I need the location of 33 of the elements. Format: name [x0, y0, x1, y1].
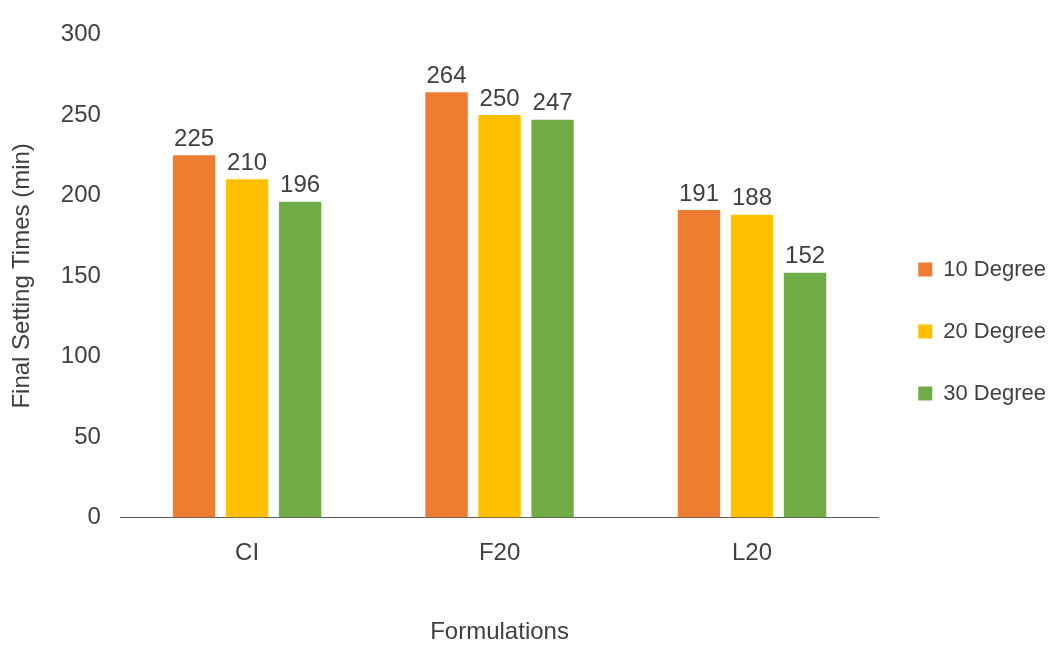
y-tick-label: 200: [60, 180, 101, 208]
bar: [225, 179, 269, 518]
bar: [730, 214, 774, 518]
bar: [478, 114, 521, 518]
bar: [172, 155, 216, 518]
bar: [677, 209, 721, 518]
x-tick-label: F20: [478, 538, 521, 566]
bar: [783, 272, 827, 518]
y-tick-label: 100: [60, 341, 101, 369]
data-label: 191: [678, 178, 720, 206]
y-tick-label: 0: [87, 502, 101, 530]
legend-label: 30 Degree: [943, 379, 1047, 405]
data-label: 152: [785, 241, 826, 269]
legend-label: 20 Degree: [943, 317, 1047, 343]
bar: [531, 119, 574, 518]
y-tick-label: 50: [74, 421, 101, 449]
y-tick-label: 250: [60, 99, 101, 127]
data-label: 247: [532, 88, 573, 116]
data-label: 196: [280, 170, 321, 198]
data-label: 188: [732, 183, 773, 211]
y-tick-label: 150: [60, 260, 101, 288]
data-label: 225: [174, 123, 215, 151]
x-tick-label: L20: [732, 538, 773, 566]
y-tick-label: 300: [60, 19, 101, 47]
legend-label: 10 Degree: [943, 255, 1047, 281]
y-axis-title: Final Setting Times (min): [7, 143, 35, 409]
data-label: 264: [426, 60, 467, 88]
bar: [425, 92, 468, 518]
x-axis-title: Formulations: [430, 617, 569, 645]
bar: [278, 201, 322, 518]
data-label: 210: [227, 147, 268, 175]
data-label: 250: [479, 83, 520, 111]
x-tick-label: CI: [235, 538, 260, 566]
